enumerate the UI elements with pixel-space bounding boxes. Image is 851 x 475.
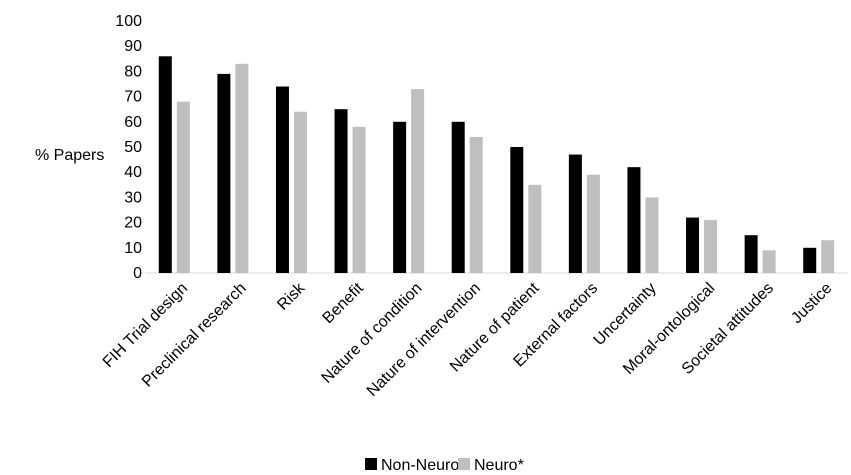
y-tick-label: 10: [124, 240, 142, 257]
bar-non-neuro-10: [686, 217, 700, 273]
bar-non-neuro-4: [334, 109, 348, 273]
y-tick-label: 70: [124, 89, 142, 106]
y-tick-label: 80: [124, 63, 142, 80]
y-tick-label: 40: [124, 164, 142, 181]
y-tick-label: 30: [124, 189, 142, 206]
legend-swatch-neuro: [458, 458, 470, 470]
bar-neuro-2: [235, 63, 249, 274]
category-label: Justice: [788, 280, 835, 327]
bar-neuro-8: [586, 174, 600, 273]
bar-non-neuro-8: [568, 154, 582, 273]
legend-label-non-neuro: Non-Neuro: [381, 457, 459, 474]
bar-non-neuro-9: [627, 167, 641, 273]
category-label: Preclinical research: [139, 280, 250, 391]
bar-non-neuro-11: [744, 235, 758, 273]
bar-neuro-1: [176, 101, 190, 273]
category-label: Nature of intervention: [364, 280, 484, 400]
bar-non-neuro-3: [275, 86, 289, 274]
bar-neuro-12: [821, 240, 835, 273]
bar-non-neuro-2: [217, 73, 231, 273]
bar-neuro-9: [645, 197, 659, 273]
y-tick-label: 100: [115, 13, 142, 30]
category-label: Risk: [274, 279, 309, 314]
legend: Non-Neuro Neuro*: [365, 457, 524, 474]
bar-neuro-6: [469, 136, 483, 273]
bar-neuro-11: [762, 250, 776, 273]
bar-non-neuro-1: [158, 56, 172, 273]
y-tick-label: 20: [124, 215, 142, 232]
y-tick-label: 60: [124, 114, 142, 131]
y-axis-ticks: 0 10 20 30 40 50 60 70 80 90 100: [115, 13, 142, 282]
y-axis-label: % Papers: [35, 147, 104, 164]
bar-non-neuro-12: [803, 247, 817, 273]
y-tick-label: 50: [124, 139, 142, 156]
bar-non-neuro-6: [451, 121, 465, 273]
y-tick-label: 0: [133, 265, 142, 282]
category-label: Benefit: [320, 279, 368, 327]
bar-neuro-3: [293, 111, 307, 273]
legend-label-neuro: Neuro*: [474, 457, 524, 474]
bar-neuro-4: [352, 126, 366, 273]
y-tick-label: 90: [124, 38, 142, 55]
bar-neuro-7: [528, 184, 542, 273]
bar-neuro-5: [411, 89, 425, 273]
category-label: Nature of condition: [318, 280, 425, 387]
legend-swatch-non-neuro: [365, 458, 377, 470]
bar-neuro-10: [704, 220, 718, 273]
bar-non-neuro-5: [393, 121, 407, 273]
bars: [158, 56, 835, 274]
bar-non-neuro-7: [510, 147, 524, 273]
